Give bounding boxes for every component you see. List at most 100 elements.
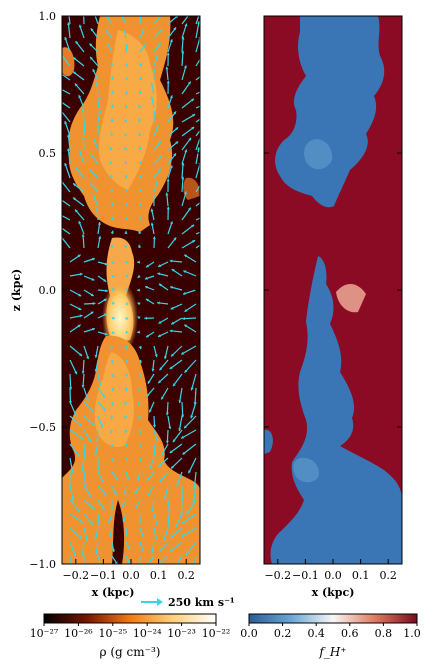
- velocity-arrowhead: [79, 314, 83, 318]
- velocity-arrowhead: [138, 430, 142, 434]
- velocity-arrowhead: [190, 415, 194, 419]
- velocity-arrowhead: [138, 230, 142, 234]
- velocity-arrowhead: [158, 283, 162, 287]
- velocity-arrowhead: [90, 293, 94, 296]
- velocity-arrowhead: [166, 52, 170, 56]
- velocity-arrowhead: [190, 387, 194, 391]
- velocity-arrowhead: [181, 176, 185, 180]
- velocity-arrowhead: [152, 194, 156, 198]
- velocity-arrowhead: [169, 329, 173, 333]
- velocity-arrowhead: [157, 272, 161, 276]
- velocity-arrow: [181, 16, 189, 25]
- velocity-arrowhead: [110, 90, 114, 94]
- velocity-arrowhead: [159, 479, 163, 483]
- velocity-arrowhead: [107, 43, 110, 46]
- velocity-arrowhead: [181, 36, 185, 40]
- x-tick-label: 0.0: [324, 569, 342, 582]
- velocity-arrow: [195, 202, 200, 207]
- ionization-colorbar-label: f_H⁺: [318, 645, 346, 659]
- velocity-arrow: [172, 429, 183, 443]
- velocity-arrow: [62, 110, 71, 123]
- velocity-arrow: [181, 126, 195, 137]
- density-colorbar-tick: 10⁻²⁷: [30, 627, 59, 640]
- ionization-hot-wedge: [336, 283, 366, 313]
- velocity-arrowhead: [138, 521, 142, 524]
- velocity-arrow: [195, 58, 200, 67]
- velocity-arrowhead: [181, 50, 185, 54]
- velocity-arrowhead: [169, 259, 173, 263]
- velocity-arrowhead: [152, 110, 156, 114]
- velocity-arrowhead: [110, 118, 114, 121]
- velocity-arrow: [194, 387, 197, 406]
- velocity-arrowhead: [111, 302, 115, 306]
- velocity-arrowhead: [78, 95, 82, 99]
- velocity-arrowhead: [124, 217, 128, 221]
- velocity-arrow: [195, 184, 200, 193]
- velocity-arrowhead: [73, 553, 77, 557]
- velocity-arrowhead: [90, 182, 93, 186]
- velocity-arrowhead: [91, 422, 95, 426]
- velocity-arrowhead: [175, 524, 178, 528]
- ionization-colorbar-tick: 0.2: [274, 627, 292, 640]
- velocity-arrowhead: [155, 438, 158, 441]
- velocity-arrow: [69, 443, 80, 457]
- velocity-arrow: [182, 443, 197, 455]
- velocity-arrowhead: [110, 230, 114, 234]
- velocity-arrowhead: [150, 208, 154, 212]
- velocity-arrow: [69, 373, 72, 390]
- velocity-arrow: [67, 22, 71, 39]
- velocity-arrowhead: [138, 76, 142, 80]
- velocity-arrowhead: [110, 244, 114, 247]
- velocity-arrowhead: [101, 507, 105, 511]
- density-x-ticks: [75, 559, 187, 564]
- velocity-arrowhead: [108, 534, 112, 538]
- velocity-arrowhead: [158, 320, 162, 324]
- velocity-arrowhead: [88, 439, 91, 442]
- velocity-arrowhead: [108, 520, 111, 524]
- velocity-arrowhead: [110, 174, 113, 178]
- velocity-arrowhead: [75, 41, 79, 44]
- velocity-arrowhead: [56, 86, 59, 89]
- velocity-arrowhead: [111, 387, 114, 391]
- velocity-arrowhead: [199, 8, 202, 11]
- velocity-arrowhead: [154, 354, 158, 358]
- velocity-arrowhead: [137, 330, 140, 334]
- velocity-arrowhead: [176, 483, 180, 487]
- velocity-arrowhead: [158, 380, 162, 384]
- velocity-arrow: [195, 21, 200, 39]
- velocity-arrowhead: [95, 439, 99, 442]
- velocity-arrowhead: [173, 111, 177, 115]
- velocity-arrowhead: [138, 401, 141, 405]
- velocity-arrowhead: [184, 149, 188, 153]
- velocity-arrowhead: [94, 369, 98, 372]
- velocity-arrowhead: [111, 288, 115, 292]
- velocity-arrowhead: [75, 209, 78, 213]
- velocity-arrowhead: [184, 425, 187, 429]
- ionization-x-axis-label: x (kpc): [312, 586, 355, 599]
- velocity-arrow: [195, 129, 200, 137]
- velocity-arrowhead: [57, 225, 60, 228]
- velocity-arrowhead: [124, 133, 128, 137]
- velocity-arrowhead: [166, 80, 170, 84]
- velocity-arrowhead: [67, 148, 71, 152]
- velocity-arrowhead: [124, 430, 128, 433]
- ionization-colorbar-tick: 0.8: [375, 627, 393, 640]
- velocity-arrow: [190, 401, 197, 419]
- density-dark-lane-lower: [112, 500, 125, 564]
- velocity-arrowhead: [187, 81, 191, 85]
- velocity-arrowhead: [110, 147, 113, 151]
- velocity-arrowhead: [81, 234, 85, 237]
- velocity-arrowhead: [173, 383, 176, 387]
- velocity-arrow: [69, 485, 75, 502]
- velocity-arrowhead: [67, 134, 71, 138]
- velocity-arrowhead: [110, 216, 114, 220]
- y-tick-label: −0.5: [29, 421, 56, 434]
- velocity-arrowhead: [169, 39, 173, 43]
- velocity-arrowhead: [124, 388, 128, 391]
- velocity-arrowhead: [90, 154, 94, 158]
- velocity-arrowhead: [188, 470, 191, 474]
- velocity-arrowhead: [184, 324, 188, 328]
- velocity-arrowhead: [112, 316, 115, 320]
- velocity-arrowhead: [75, 167, 79, 171]
- velocity-arrowhead: [192, 114, 196, 117]
